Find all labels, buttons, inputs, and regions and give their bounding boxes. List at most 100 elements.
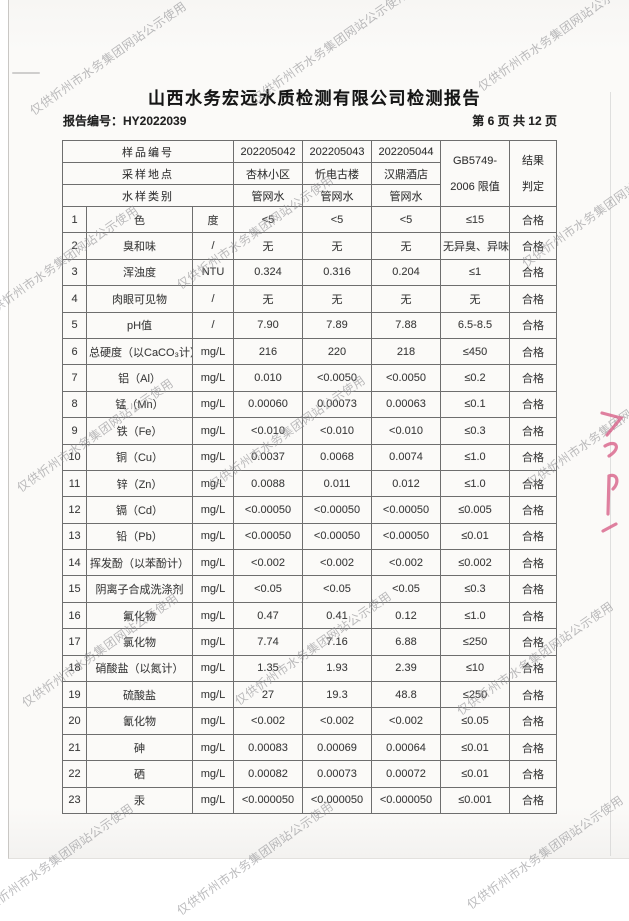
cell-value: 220 (302, 337, 372, 366)
header-row-sample-no: 样品编号 202205042 202205043 202205044 GB574… (62, 140, 557, 207)
cell-value: 2.39 (371, 654, 441, 683)
location-1: 杏林小区 (233, 162, 303, 185)
cell-value: <0.00050 (233, 496, 303, 524)
cell-item: 氟化物 (86, 601, 193, 630)
cell-no: 9 (62, 417, 87, 445)
cell-no: 19 (62, 681, 87, 709)
cell-value: <5 (233, 205, 303, 234)
cell-no: 5 (62, 311, 87, 339)
cell-unit: / (192, 232, 234, 260)
cell-value: 1.93 (302, 654, 372, 683)
cell-result: 合格 (509, 232, 557, 260)
cell-result: 合格 (509, 786, 557, 814)
table-row: 2 臭和味 / 无无无无异臭、异味 合格 (62, 232, 557, 260)
cell-item: 锰（Mn） (86, 390, 193, 419)
cell-result: 合格 (509, 443, 557, 471)
limit-header-line2: 2006 限值 (450, 180, 500, 193)
cell-value: 0.00063 (371, 390, 441, 419)
cell-result: 合格 (509, 522, 557, 551)
cell-no: 4 (62, 285, 87, 313)
cell-value: 0.00064 (371, 733, 441, 762)
cell-result: 合格 (509, 364, 557, 392)
cell-result: 合格 (509, 285, 557, 313)
sample-no-2: 202205043 (302, 140, 372, 163)
table-row: 19 硫酸盐 mg/L 27 19.3 48.8 ≤250 合格 (62, 681, 557, 709)
cell-value: 无 (371, 285, 441, 313)
cell-unit: / (192, 311, 234, 339)
cell-value: 7.90 (233, 311, 303, 339)
cell-value: <0.010 (302, 417, 372, 445)
table-row: 15 阴离子合成洗涤剂 mg/L <0.05 <0.05 <0.05 ≤0.3 合格 (62, 575, 557, 603)
table-row: 16 氟化物 mg/L 0.47 0.41 0.12 ≤1.0 合格 (62, 601, 557, 630)
cell-no: 15 (62, 575, 87, 603)
report-number: 报告编号：HY2022039 (63, 114, 187, 128)
cell-limit: ≤1.0 (440, 601, 510, 630)
cell-item: 氰化物 (86, 707, 193, 735)
location-label: 采样地点 (62, 162, 234, 185)
sample-no-1: 202205042 (233, 140, 303, 163)
cell-result: 合格 (509, 628, 557, 656)
page-indicator: 第 6 页 共 12 页 (472, 114, 557, 128)
cell-value: 0.0074 (371, 443, 441, 471)
cell-value: 0.010 (233, 364, 303, 392)
cell-value: <0.00050 (302, 522, 372, 551)
cell-value: <0.05 (233, 575, 303, 603)
cell-result: 合格 (509, 760, 557, 788)
cell-value: <0.0050 (371, 364, 441, 392)
cell-item: 阴离子合成洗涤剂 (86, 575, 193, 603)
cell-no: 2 (62, 232, 87, 260)
report-meta: 报告编号：HY2022039 第 6 页 共 12 页 (63, 112, 557, 129)
cell-value: 0.12 (371, 601, 441, 630)
cell-limit: ≤250 (440, 628, 510, 656)
type-2: 管网水 (302, 184, 372, 207)
cell-result: 合格 (509, 390, 557, 419)
table-row: 14 挥发酚（以苯酚计） mg/L <0.002 <0.002 <0.002 ≤0.002 合… (62, 549, 557, 577)
cell-limit: ≤450 (440, 337, 510, 366)
cell-unit: mg/L (192, 549, 234, 577)
cell-value: 0.011 (302, 469, 372, 498)
cell-value: 0.0088 (233, 469, 303, 498)
cell-value: 无 (302, 285, 372, 313)
cell-value: 1.35 (233, 654, 303, 683)
table-row: 1 色度 <5 <5 <5 ≤15 合格 (62, 205, 557, 234)
table-row: 12 镉（Cd） mg/L <0.00050 <0.00050 <0.00050 ≤0.00… (62, 496, 557, 524)
cell-item: 臭和味 (86, 232, 193, 260)
cell-no: 7 (62, 364, 87, 392)
cell-value: 无 (233, 232, 303, 260)
cell-value: <0.00050 (371, 522, 441, 551)
cell-no: 11 (62, 469, 87, 498)
cell-no: 14 (62, 549, 87, 577)
report-title: 山西水务宏远水质检测有限公司检测报告 (148, 89, 481, 108)
table-row: 17 氯化物 mg/L 7.74 7.16 6.88 ≤250 合格 (62, 628, 557, 656)
cell-unit: mg/L (192, 337, 234, 366)
cell-unit: mg/L (192, 733, 234, 762)
cell-limit: ≤1 (440, 258, 510, 287)
cell-no: 12 (62, 496, 87, 524)
result-header: 结果 判定 (509, 140, 557, 207)
cell-limit: ≤15 (440, 205, 510, 234)
cell-value: 无 (302, 232, 372, 260)
result-header-line1: 结果 (522, 154, 544, 167)
cell-value: <0.00050 (371, 496, 441, 524)
cell-result: 合格 (509, 601, 557, 630)
location-2: 忻电古楼 (302, 162, 372, 185)
cell-limit: ≤0.05 (440, 707, 510, 735)
table-row: 7 铝（Al） mg/L 0.010 <0.0050 <0.0050 ≤0.2 合格 (62, 364, 557, 392)
cell-result: 合格 (509, 681, 557, 709)
cell-value: 0.00073 (302, 760, 372, 788)
cell-unit: mg/L (192, 364, 234, 392)
cell-item: pH值 (86, 311, 193, 339)
header-row-type: 水样类别 管网水 管网水 管网水 (62, 184, 557, 207)
cell-value: 0.00069 (302, 733, 372, 762)
cell-no: 13 (62, 522, 87, 551)
cell-item: 硒 (86, 760, 193, 788)
cell-unit: mg/L (192, 628, 234, 656)
cell-item: 氯化物 (86, 628, 193, 656)
table-row: 23 汞 mg/L <0.000050 <0.000050 <0.000050 ≤0.001… (62, 786, 557, 814)
cell-limit: ≤0.3 (440, 575, 510, 603)
sample-no-label: 样品编号 (62, 140, 234, 163)
cell-value: 19.3 (302, 681, 372, 709)
cell-value: 0.012 (371, 469, 441, 498)
type-1: 管网水 (233, 184, 303, 207)
cell-limit: ≤0.01 (440, 522, 510, 551)
